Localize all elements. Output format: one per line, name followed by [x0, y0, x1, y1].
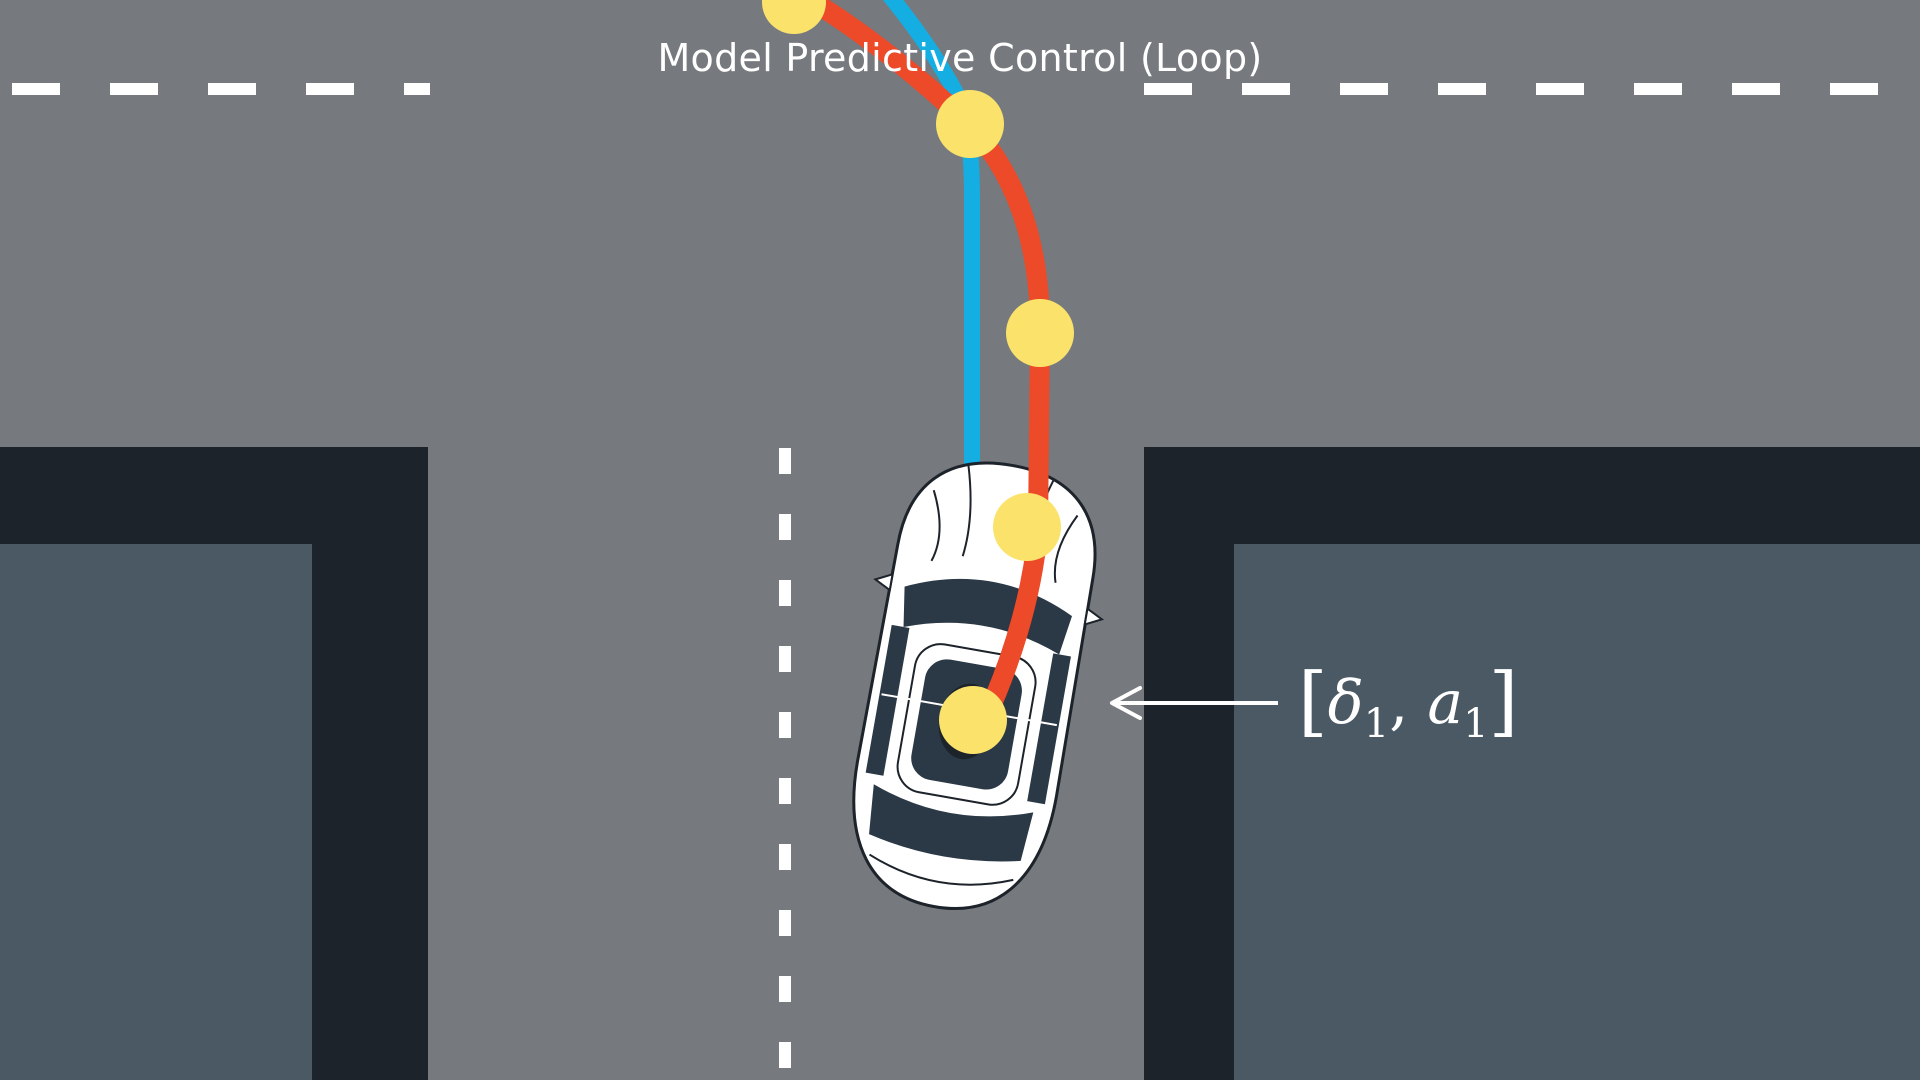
right-building	[1144, 447, 1920, 1080]
annotation-arrow	[1110, 686, 1278, 720]
arrow-head	[1110, 686, 1142, 720]
diagram-title: Model Predictive Control (Loop)	[657, 36, 1263, 80]
waypoint	[762, 0, 826, 34]
waypoint	[1006, 299, 1074, 367]
open-bracket: [	[1298, 656, 1328, 745]
acceleration-symbol: a	[1427, 668, 1464, 738]
car-trunk-line	[868, 853, 1014, 886]
car-mirror-right	[1083, 606, 1105, 626]
car-hood-lines	[930, 465, 1079, 583]
car-mirror-left	[873, 572, 894, 592]
car-rear-window	[869, 784, 1034, 862]
right-building-roof	[1234, 544, 1920, 1080]
acceleration-index: 1	[1463, 701, 1489, 747]
waypoint	[993, 493, 1061, 561]
left-building	[0, 447, 428, 1080]
control-input-label: [δ1, a1]	[1298, 656, 1519, 747]
waypoint-current	[939, 686, 1007, 754]
separator: ,	[1389, 668, 1428, 738]
waypoints	[762, 0, 1074, 754]
left-building-roof	[0, 544, 312, 1080]
predicted-trajectory	[791, 0, 1051, 730]
steering-index: 1	[1363, 701, 1390, 747]
car-window-right	[1027, 653, 1071, 805]
waypoint	[936, 90, 1004, 158]
steering-symbol: δ	[1327, 668, 1364, 738]
close-bracket: ]	[1488, 656, 1519, 745]
car-window-left	[865, 624, 910, 776]
